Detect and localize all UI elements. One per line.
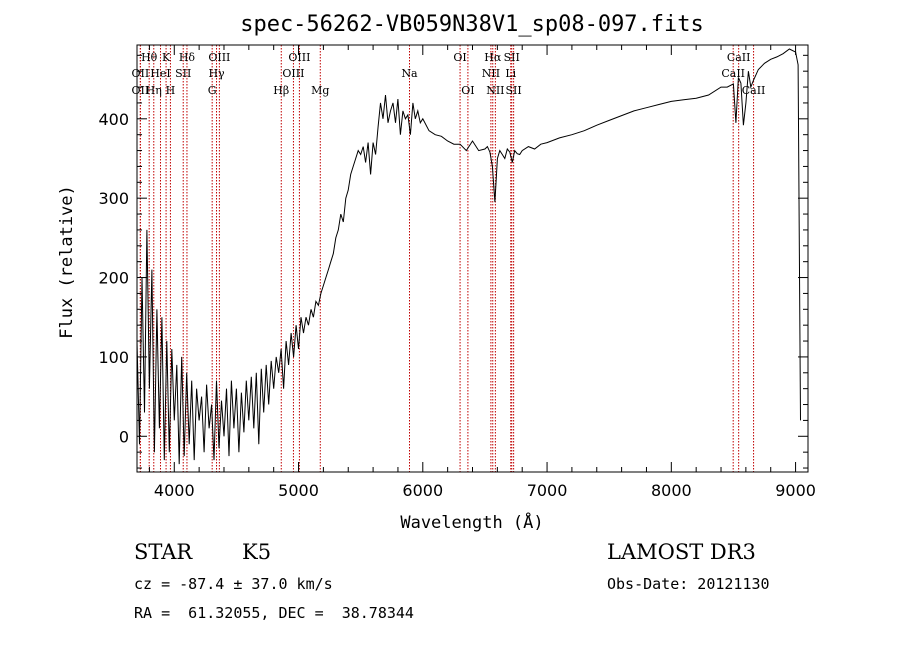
- spectral-line-label: CaII: [742, 84, 766, 97]
- x-axis-ticks: 4000 5000 6000 7000 8000 9000: [148, 45, 816, 500]
- survey-label: LAMOST DR3: [607, 540, 756, 564]
- object-class-label: STAR: [134, 540, 193, 564]
- spectral-line-label: Hβ: [273, 84, 289, 97]
- spectral-line-label: OI: [453, 51, 466, 64]
- observation-date-text: Obs-Date: 20121130: [607, 575, 770, 593]
- spectral-line-label: SII: [504, 51, 520, 64]
- spectral-line-label: Li: [505, 67, 516, 80]
- spectral-line-label: OII: [131, 67, 149, 80]
- spectral-line-label: K: [162, 51, 171, 64]
- spectral-line-label: OIII: [282, 67, 304, 80]
- chart-title: spec-56262-VB059N38V1_sp08-097.fits: [240, 12, 704, 37]
- coordinates-text: RA = 61.32055, DEC = 38.78344: [134, 604, 414, 622]
- spectral-line-markers: [139, 45, 755, 472]
- x-tick-label: 6000: [402, 481, 443, 500]
- spectral-line-label: OII: [131, 84, 149, 97]
- redshift-velocity-text: cz = -87.4 ± 37.0 km/s: [134, 575, 333, 593]
- y-tick-label: 400: [98, 110, 129, 129]
- spectral-line-label: NII: [486, 84, 504, 97]
- spectral-line-label: Hθ: [141, 51, 158, 64]
- spectral-line-labels: HθOIIOIIHηHeIKHSIIHδHγGOIIIHβOIIIOIIIMgN…: [131, 51, 765, 97]
- spectral-line-label: Hα: [484, 51, 502, 64]
- spectral-line-label: Hη: [146, 84, 162, 97]
- spectral-line-label: NII: [482, 67, 500, 80]
- x-tick-label: 7000: [527, 481, 568, 500]
- spectral-line-label: OIII: [288, 51, 310, 64]
- spectral-line-label: OIII: [208, 51, 230, 64]
- y-tick-label: 300: [98, 189, 129, 208]
- spectral-line-label: Na: [401, 67, 418, 80]
- spectral-line-label: HeI: [150, 67, 170, 80]
- spectral-line-label: SII: [175, 67, 191, 80]
- spectral-line-label: CaII: [721, 67, 745, 80]
- x-tick-label: 4000: [154, 481, 195, 500]
- spectral-line-label: CaII: [727, 51, 751, 64]
- y-tick-label: 100: [98, 348, 129, 367]
- x-tick-label: 9000: [775, 481, 816, 500]
- object-subclass-label: K5: [242, 540, 272, 564]
- y-tick-label: 200: [98, 269, 129, 288]
- spectral-line-label: Mg: [311, 84, 329, 97]
- x-tick-label: 5000: [278, 481, 319, 500]
- y-tick-label: 0: [119, 427, 129, 446]
- spectral-line-label: H: [166, 84, 176, 97]
- spectral-line-label: Hδ: [179, 51, 196, 64]
- x-tick-label: 8000: [651, 481, 692, 500]
- spectral-line-label: Hγ: [208, 67, 225, 80]
- spectral-line-label: G: [208, 84, 217, 97]
- spectral-line-label: OI: [461, 84, 474, 97]
- x-axis-label: Wavelength (Å): [400, 511, 543, 533]
- y-axis-ticks: 0 100 200 300 400: [98, 54, 808, 469]
- spectral-line-label: SII: [506, 84, 522, 97]
- y-axis-label: Flux (relative): [57, 185, 77, 339]
- spectrum-series-line: [136, 48, 801, 465]
